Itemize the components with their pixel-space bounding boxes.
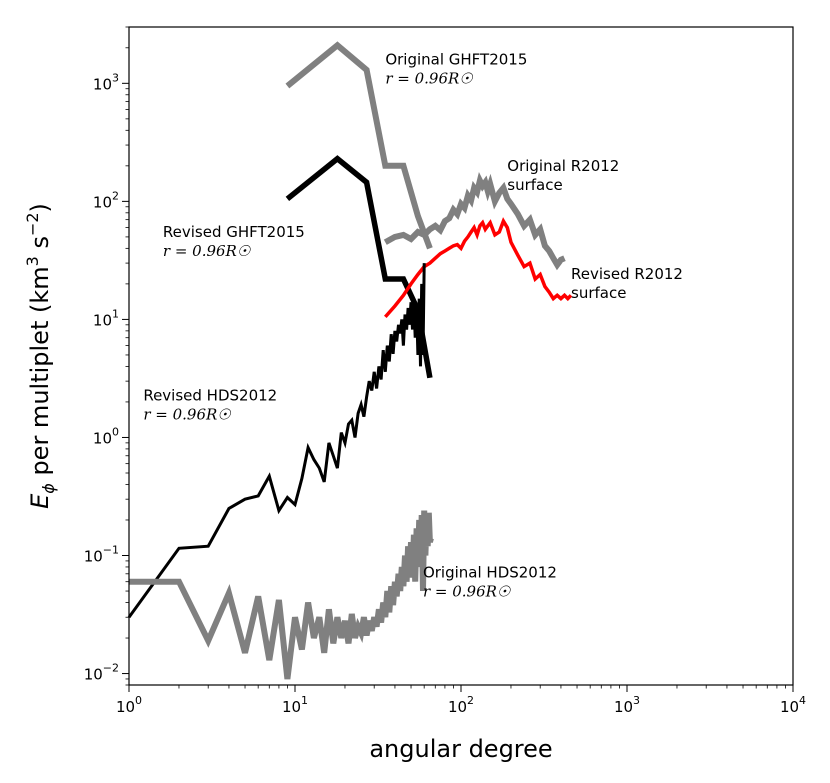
x-tick-label: 102 <box>448 694 474 716</box>
series-line-original-hds2012 <box>129 510 434 680</box>
x-tick-label: 100 <box>116 694 142 716</box>
y-axis-label: Eϕ per multiplet (km3 s−2) <box>23 203 58 509</box>
plot-lines <box>127 41 573 680</box>
annotation-title: Original R2012 <box>507 157 619 175</box>
y-tick-label: 10−2 <box>84 662 119 684</box>
x-tick-label: 104 <box>780 694 806 716</box>
y-label-sub: ϕ <box>39 483 58 494</box>
annotation-title: Revised GHFT2015 <box>163 223 305 241</box>
y-label-mid: per multiplet (km <box>26 266 54 483</box>
series-line-original-ghft2015 <box>285 41 433 250</box>
y-tick-label: 100 <box>93 425 119 447</box>
y-label-main: E <box>26 493 54 509</box>
y-tick-label: 103 <box>93 71 119 93</box>
y-label-end: ) <box>26 203 54 212</box>
annotation-subtitle: surface <box>507 176 562 194</box>
annotation-subtitle: r = 0.96R☉ <box>385 69 473 87</box>
x-tick-label: 103 <box>614 694 640 716</box>
annotation-subtitle: r = 0.96R☉ <box>423 583 511 601</box>
annotation-subtitle: r = 0.96R☉ <box>163 242 251 260</box>
y-tick-label: 101 <box>93 307 119 329</box>
y-label-sup1: 3 <box>23 256 42 266</box>
series-line-revised-hds2012 <box>127 263 426 619</box>
y-label-mid2: s <box>26 236 54 256</box>
x-tick-label: 101 <box>282 694 308 716</box>
y-label-sup2: −2 <box>23 212 42 236</box>
series-line-revised-r2012-surface <box>383 217 573 319</box>
annotation-subtitle: r = 0.96R☉ <box>143 406 231 424</box>
annotation-title: Revised HDS2012 <box>143 387 277 405</box>
y-axis-ticks: 10−2 10−1 100 101 102 103 <box>84 26 129 686</box>
x-axis-ticks: 100 101 102 103 104 <box>116 685 806 716</box>
series-line-original-r2012-surface <box>383 171 566 271</box>
y-tick-label: 102 <box>93 189 119 211</box>
annotation-title: Original HDS2012 <box>423 564 557 582</box>
annotation-subtitle: surface <box>571 284 626 302</box>
annotation-title: Original GHFT2015 <box>385 50 527 68</box>
annotation-title: Revised R2012 <box>571 265 683 283</box>
y-tick-label: 10−1 <box>84 544 119 566</box>
x-axis-label: angular degree <box>369 735 552 763</box>
